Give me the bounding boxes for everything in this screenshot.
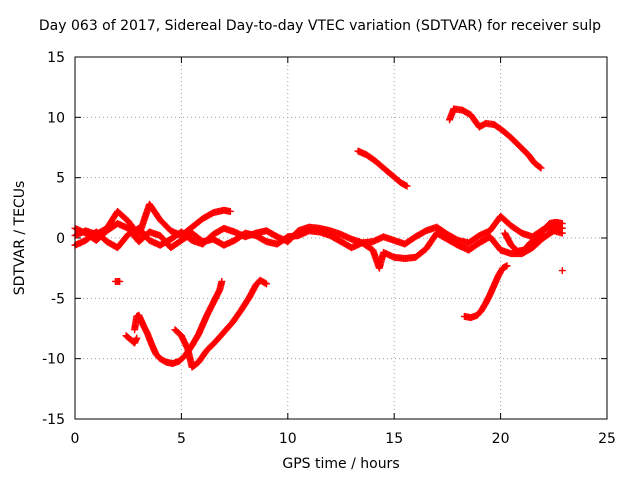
- series-track-j: [460, 262, 511, 322]
- data-point: [402, 181, 410, 189]
- series-track-f: [171, 276, 271, 371]
- data-point: [558, 229, 566, 237]
- series-track-c: [71, 220, 566, 272]
- y-tick-label: 0: [56, 231, 65, 247]
- data-point: [536, 163, 544, 171]
- data-point: [263, 280, 271, 288]
- series-track-g: [111, 277, 124, 285]
- data-points: [71, 105, 566, 371]
- y-tick-label: -10: [42, 352, 65, 368]
- series-track-e: [131, 277, 226, 367]
- x-axis-label: GPS time / hours: [282, 456, 400, 472]
- axis-ticks: 0 5 10 15 20 25 -15 -10 -5 0 5 10 15: [42, 50, 616, 447]
- x-tick-label: 0: [71, 431, 80, 447]
- data-point: [537, 164, 545, 172]
- data-point: [116, 277, 124, 285]
- series-track-k: [501, 218, 566, 255]
- chart-title: Day 063 of 2017, Sidereal Day-to-day VTE…: [38, 18, 602, 34]
- series-track-h: [354, 147, 411, 190]
- series-track-l: [558, 267, 566, 275]
- x-tick-label: 15: [385, 431, 403, 447]
- data-point: [503, 262, 511, 270]
- y-tick-label: -15: [42, 412, 65, 428]
- data-point: [226, 207, 234, 215]
- y-tick-label: 10: [47, 110, 65, 126]
- x-tick-label: 5: [177, 431, 186, 447]
- y-tick-label: -5: [51, 291, 65, 307]
- x-tick-label: 10: [279, 431, 297, 447]
- data-point: [403, 182, 411, 190]
- series-track-d: [122, 332, 141, 347]
- series-track-i: [446, 105, 545, 172]
- x-tick-label: 20: [492, 431, 510, 447]
- y-tick-label: 15: [47, 50, 65, 66]
- data-point: [558, 267, 566, 275]
- y-tick-label: 5: [56, 171, 65, 187]
- x-tick-label: 25: [598, 431, 616, 447]
- data-point: [133, 334, 141, 342]
- data-point: [261, 279, 269, 287]
- data-point: [558, 220, 566, 228]
- data-point: [218, 277, 226, 285]
- plot-frame: [74, 56, 608, 420]
